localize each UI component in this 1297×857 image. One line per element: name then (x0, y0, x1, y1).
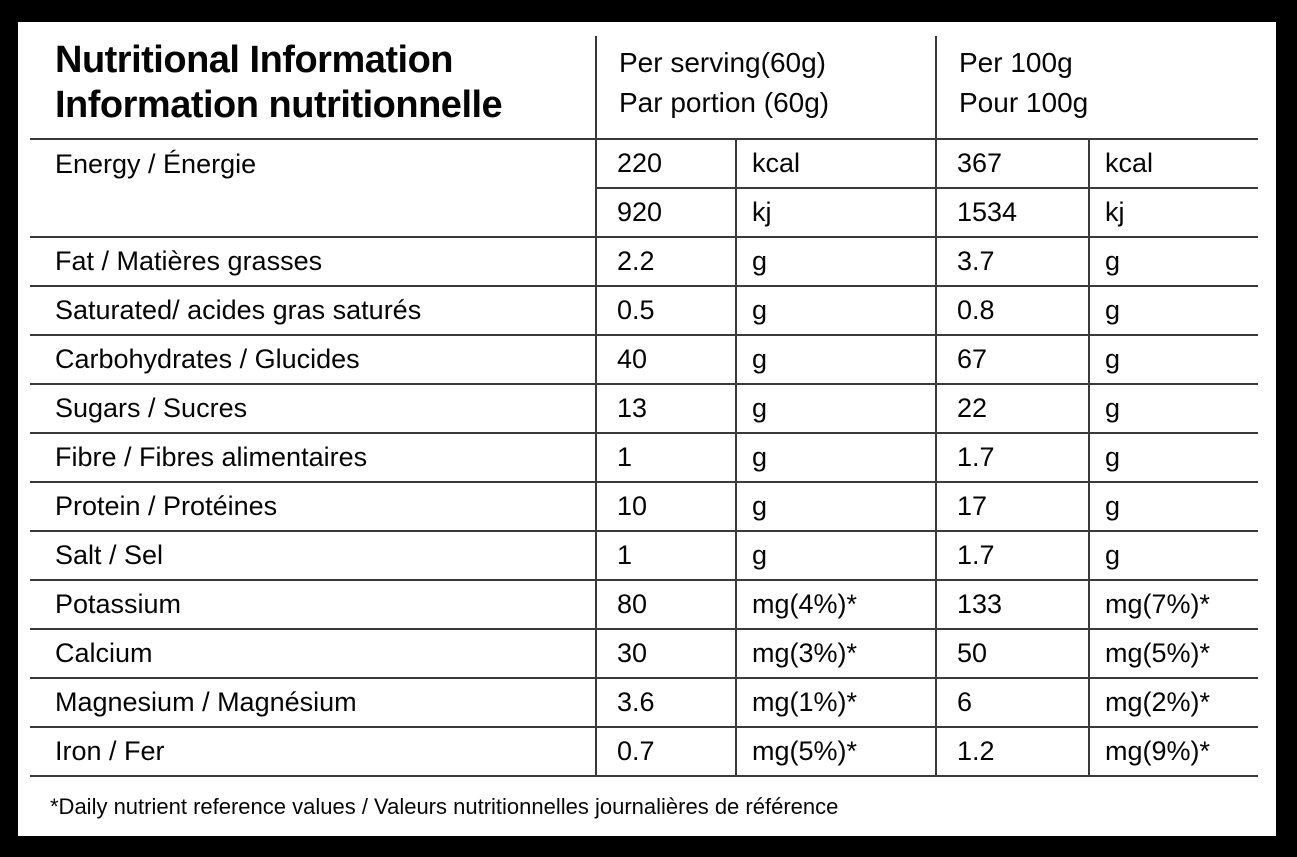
serving-unit: g (737, 434, 937, 483)
per100-value: 17 (937, 483, 1090, 532)
serving-unit: mg(1%)* (737, 679, 937, 728)
serving-unit: g (737, 483, 937, 532)
per-100g-header-en: Per 100g (959, 47, 1073, 78)
per100-unit: kcal (1090, 140, 1258, 189)
per100-unit: g (1090, 532, 1258, 581)
per100-value: 6 (937, 679, 1090, 728)
serving-unit: kj (737, 189, 937, 238)
per100-unit: g (1090, 483, 1258, 532)
per-serving-header-en: Per serving(60g) (619, 47, 826, 78)
per100-value: 133 (937, 581, 1090, 630)
serving-value: 40 (597, 336, 737, 385)
table-title: Nutritional Information Information nutr… (30, 36, 597, 140)
serving-unit: g (737, 336, 937, 385)
row-label-calcium: Calcium (30, 630, 597, 679)
serving-value: 13 (597, 385, 737, 434)
serving-unit: g (737, 238, 937, 287)
per100-value: 1.7 (937, 434, 1090, 483)
serving-value: 1 (597, 532, 737, 581)
table-title-fr: Information nutritionnelle (55, 83, 503, 126)
per100-value: 22 (937, 385, 1090, 434)
serving-unit: mg(5%)* (737, 728, 937, 777)
serving-value: 1 (597, 434, 737, 483)
serving-value: 220 (597, 140, 737, 189)
daily-reference-footnote: *Daily nutrient reference values / Valeu… (50, 793, 839, 819)
nutrition-label-panel: Nutritional Information Information nutr… (18, 22, 1276, 836)
nutrition-table: Nutritional Information Information nutr… (30, 36, 1258, 836)
serving-unit: mg(3%)* (737, 630, 937, 679)
per100-unit: kj (1090, 189, 1258, 238)
row-label-energy: Energy / Énergie (30, 140, 597, 238)
row-label-potassium: Potassium (30, 581, 597, 630)
serving-value: 2.2 (597, 238, 737, 287)
serving-unit: mg(4%)* (737, 581, 937, 630)
per100-value: 0.8 (937, 287, 1090, 336)
per100-unit: mg(2%)* (1090, 679, 1258, 728)
serving-value: 0.5 (597, 287, 737, 336)
per100-value: 50 (937, 630, 1090, 679)
serving-unit: g (737, 287, 937, 336)
per100-value: 1.7 (937, 532, 1090, 581)
row-label-saturated: Saturated/ acides gras saturés (30, 287, 597, 336)
serving-value: 0.7 (597, 728, 737, 777)
row-label-fibre: Fibre / Fibres alimentaires (30, 434, 597, 483)
per100-unit: mg(9%)* (1090, 728, 1258, 777)
per100-value: 367 (937, 140, 1090, 189)
table-title-en: Nutritional Information (55, 39, 454, 81)
per100-value: 67 (937, 336, 1090, 385)
per100-unit: g (1090, 238, 1258, 287)
row-label-magnesium: Magnesium / Magnésium (30, 679, 597, 728)
serving-value: 80 (597, 581, 737, 630)
serving-value: 10 (597, 483, 737, 532)
per100-unit: g (1090, 385, 1258, 434)
per-100g-header-fr: Pour 100g (959, 86, 1089, 118)
row-label-sugars: Sugars / Sucres (30, 385, 597, 434)
serving-value: 3.6 (597, 679, 737, 728)
per-serving-header-fr: Par portion (60g) (619, 86, 830, 118)
per100-unit: g (1090, 336, 1258, 385)
serving-value: 30 (597, 630, 737, 679)
per100-unit: mg(5%)* (1090, 630, 1258, 679)
serving-unit: g (737, 532, 937, 581)
per100-value: 3.7 (937, 238, 1090, 287)
column-header-per-100g: Per 100g Pour 100g (937, 36, 1258, 140)
row-label-protein: Protein / Protéines (30, 483, 597, 532)
row-label-fat: Fat / Matières grasses (30, 238, 597, 287)
serving-unit: g (737, 385, 937, 434)
per100-unit: mg(7%)* (1090, 581, 1258, 630)
serving-value: 920 (597, 189, 737, 238)
per100-unit: g (1090, 434, 1258, 483)
row-label-salt: Salt / Sel (30, 532, 597, 581)
row-label-iron: Iron / Fer (30, 728, 597, 777)
serving-unit: kcal (737, 140, 937, 189)
row-label-carbohydrates: Carbohydrates / Glucides (30, 336, 597, 385)
column-header-per-serving: Per serving(60g) Par portion (60g) (597, 36, 937, 140)
per100-value: 1534 (937, 189, 1090, 238)
per100-value: 1.2 (937, 728, 1090, 777)
per100-unit: g (1090, 287, 1258, 336)
